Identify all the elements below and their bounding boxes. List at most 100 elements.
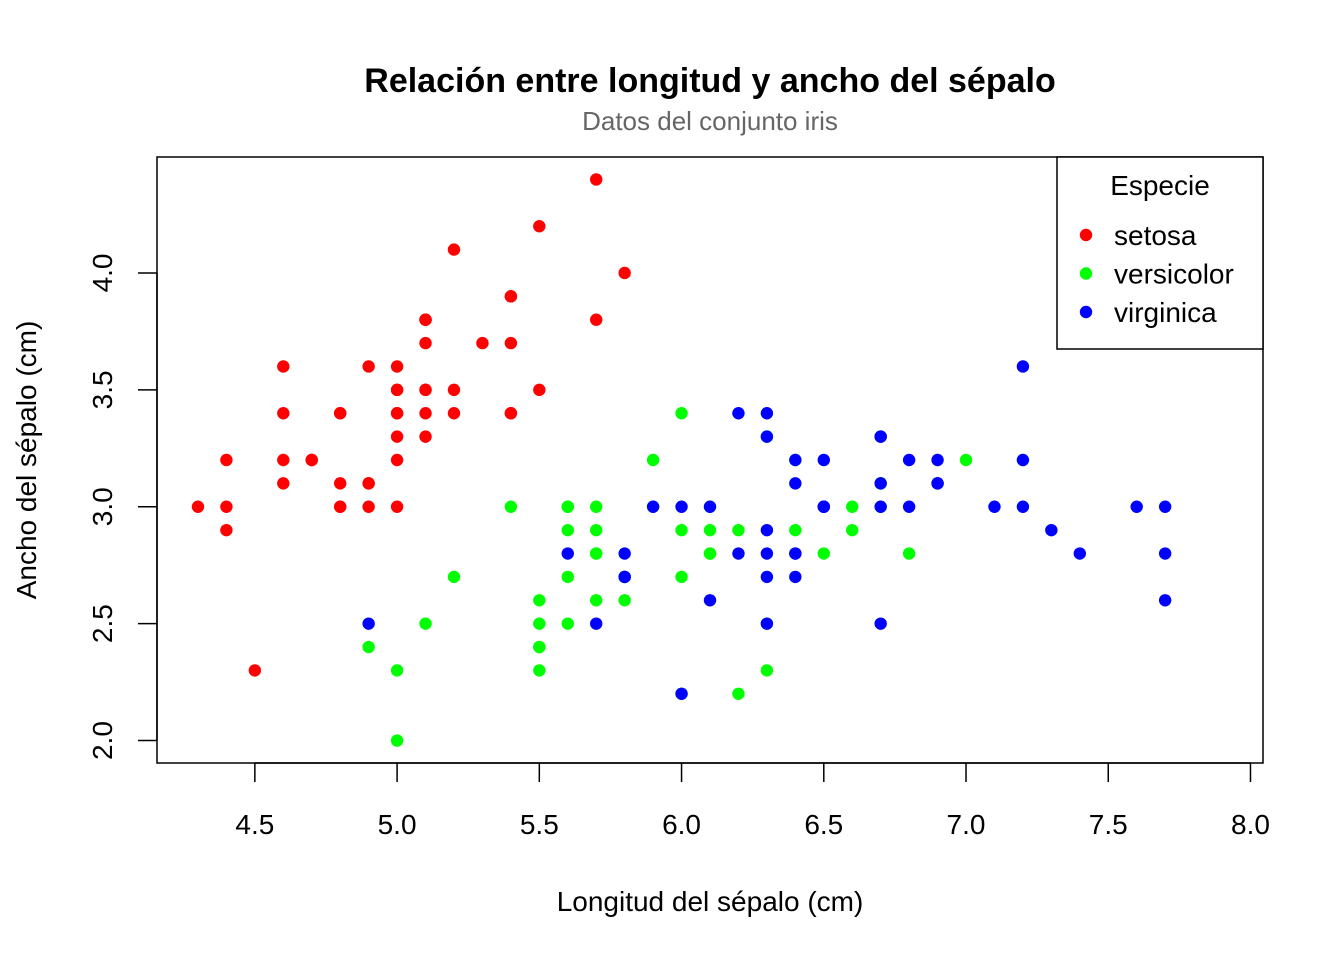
point-versicolor <box>846 523 859 537</box>
point-setosa <box>277 407 290 420</box>
point-versicolor <box>590 547 603 560</box>
point-setosa <box>390 500 404 513</box>
point-setosa <box>419 336 432 350</box>
point-virginica <box>760 407 774 420</box>
point-virginica <box>789 453 802 467</box>
point-versicolor <box>618 594 631 607</box>
point-setosa <box>447 243 461 256</box>
point-setosa <box>248 664 262 677</box>
point-setosa <box>390 407 404 420</box>
x-tick-label: 7.0 <box>947 809 986 840</box>
point-setosa <box>333 500 347 513</box>
point-versicolor <box>732 523 745 537</box>
point-setosa <box>447 407 461 420</box>
point-virginica <box>1158 594 1172 607</box>
point-setosa <box>277 477 290 490</box>
point-versicolor <box>846 500 859 513</box>
chart-subtitle: Datos del conjunto iris <box>582 106 838 136</box>
point-virginica <box>646 500 660 513</box>
point-versicolor <box>533 640 546 654</box>
point-setosa <box>220 453 233 467</box>
point-virginica <box>988 500 1001 513</box>
point-setosa <box>419 313 432 326</box>
point-setosa <box>419 430 432 443</box>
point-virginica <box>618 570 631 584</box>
point-virginica <box>874 500 887 513</box>
point-virginica <box>732 547 745 560</box>
point-virginica <box>1158 500 1172 513</box>
legend-marker-setosa <box>1079 228 1093 242</box>
y-axis-label: Ancho del sépalo (cm) <box>11 321 42 600</box>
point-setosa <box>504 407 518 420</box>
point-versicolor <box>732 687 745 700</box>
point-virginica <box>590 617 603 630</box>
point-versicolor <box>675 570 688 584</box>
point-virginica <box>902 453 916 467</box>
y-tick-label: 2.5 <box>87 604 118 643</box>
point-virginica <box>760 617 774 630</box>
points-layer <box>191 173 1229 747</box>
point-setosa <box>447 383 461 397</box>
point-versicolor <box>590 594 603 607</box>
point-virginica <box>760 430 774 443</box>
legend-title: Especie <box>1110 170 1210 201</box>
point-setosa <box>419 383 432 397</box>
point-virginica <box>874 617 887 630</box>
point-virginica <box>618 547 631 560</box>
point-setosa <box>362 360 375 373</box>
point-versicolor <box>902 547 916 560</box>
point-setosa <box>533 383 546 397</box>
point-virginica <box>760 547 774 560</box>
point-setosa <box>191 500 205 513</box>
chart-title: Relación entre longitud y ancho del sépa… <box>364 62 1055 100</box>
y-tick-label: 2.0 <box>87 721 118 760</box>
point-setosa <box>305 453 318 467</box>
point-virginica <box>675 500 688 513</box>
point-setosa <box>590 313 603 326</box>
point-setosa <box>476 336 489 350</box>
point-virginica <box>817 453 830 467</box>
point-setosa <box>533 220 546 233</box>
point-virginica <box>703 594 717 607</box>
point-virginica <box>362 617 375 630</box>
x-tick-label: 7.5 <box>1089 809 1128 840</box>
point-versicolor <box>533 594 546 607</box>
legend: Especie setosa versicolor virginica <box>1056 156 1264 350</box>
x-tick-label: 5.0 <box>378 809 417 840</box>
point-versicolor <box>590 500 603 513</box>
point-setosa <box>333 407 347 420</box>
point-setosa <box>277 453 290 467</box>
x-tick-label: 6.5 <box>804 809 843 840</box>
point-versicolor <box>390 664 404 677</box>
point-virginica <box>902 500 916 513</box>
point-versicolor <box>561 570 574 584</box>
point-versicolor <box>789 523 802 537</box>
point-virginica <box>931 477 944 490</box>
point-versicolor <box>675 523 688 537</box>
point-versicolor <box>646 453 660 467</box>
y-tick-label: 4.0 <box>87 253 118 292</box>
x-tick-label: 4.5 <box>235 809 274 840</box>
point-setosa <box>277 360 290 373</box>
point-versicolor <box>533 617 546 630</box>
point-virginica <box>760 523 774 537</box>
point-setosa <box>220 523 233 537</box>
point-virginica <box>1073 547 1087 560</box>
point-virginica <box>789 570 802 584</box>
point-versicolor <box>419 617 432 630</box>
point-setosa <box>390 383 404 397</box>
legend-marker-versicolor <box>1079 267 1093 280</box>
legend-label-setosa: setosa <box>1114 220 1197 251</box>
x-tick-label: 8.0 <box>1231 809 1270 840</box>
y-tick-label: 3.5 <box>87 370 118 409</box>
point-virginica <box>931 453 944 467</box>
point-versicolor <box>447 570 461 584</box>
point-virginica <box>1045 523 1058 537</box>
point-virginica <box>1016 360 1030 373</box>
point-versicolor <box>760 664 774 677</box>
point-setosa <box>390 453 404 467</box>
legend-box <box>1056 156 1264 350</box>
point-virginica <box>703 500 717 513</box>
point-setosa <box>220 500 233 513</box>
point-versicolor <box>817 547 830 560</box>
